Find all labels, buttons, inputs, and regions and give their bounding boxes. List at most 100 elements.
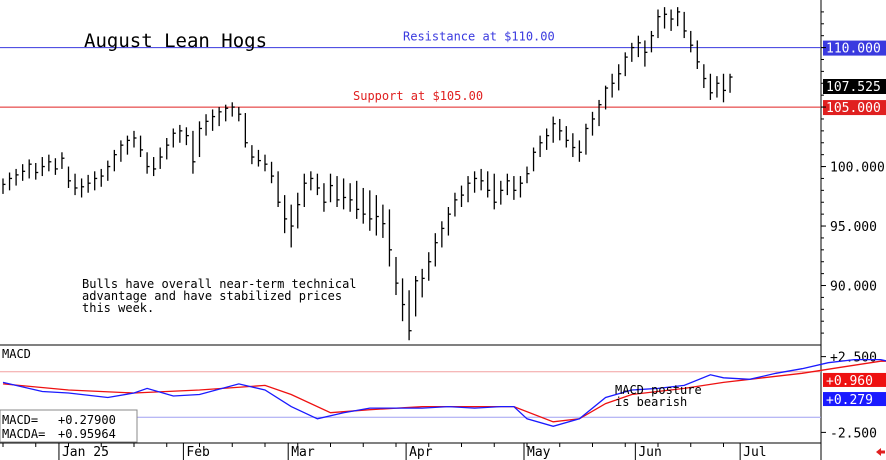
price-bar <box>729 73 733 93</box>
price-tick-label: 95.000 <box>830 220 877 235</box>
price-bar <box>598 99 602 127</box>
price-bar <box>591 111 595 136</box>
price-bar <box>546 128 550 150</box>
price-bar <box>48 154 52 172</box>
macda-axis-box <box>823 372 886 387</box>
month-tick-label: Jul <box>743 445 766 460</box>
price-bar <box>650 30 654 53</box>
price-tick-labels: 100.000 95.000 90.000 <box>821 11 885 334</box>
price-bar <box>54 158 58 175</box>
price-bar <box>356 180 360 219</box>
price-bar <box>342 178 347 210</box>
price-bar <box>447 207 451 236</box>
price-bar <box>677 7 681 27</box>
price-bar <box>604 85 609 110</box>
price-bar <box>87 174 91 193</box>
price-bar <box>244 113 248 148</box>
price-bar <box>572 133 576 158</box>
price-bar <box>722 73 726 103</box>
price-bar <box>657 9 661 39</box>
price-bar <box>192 130 196 174</box>
price-bar <box>28 159 32 179</box>
macd-panel-label: MACD <box>2 347 31 361</box>
price-bar <box>382 204 386 238</box>
price-bar <box>21 164 26 181</box>
price-bar <box>637 35 641 58</box>
price-bar <box>166 138 170 160</box>
reference-axis-box <box>823 40 886 56</box>
price-bar <box>487 171 491 198</box>
price-bar <box>526 166 530 184</box>
price-bar <box>113 149 117 172</box>
price-bar <box>270 161 275 184</box>
reference-axis-label: 110.000 <box>826 42 881 57</box>
last-price-box <box>823 79 886 94</box>
price-bar <box>421 268 425 298</box>
macda-value-name: MACDA= <box>2 427 45 441</box>
price-bar <box>401 278 406 322</box>
price-bar <box>473 171 478 193</box>
price-bar <box>690 30 694 53</box>
price-bar <box>414 276 419 317</box>
price-bar <box>198 121 202 158</box>
price-bar <box>644 40 648 67</box>
price-bar <box>703 64 707 89</box>
price-bar <box>100 168 104 187</box>
macd-tick-label: +2.500 <box>830 351 877 366</box>
macda-value: +0.95964 <box>58 427 116 441</box>
price-bar <box>211 109 216 131</box>
macd-series-line <box>2 358 886 427</box>
price-bar <box>670 9 674 31</box>
reference-axis-label: 105.000 <box>826 101 881 116</box>
price-bar <box>460 185 464 207</box>
price-bar <box>323 183 327 212</box>
annotation-line: this week. <box>82 301 154 315</box>
month-tick-label: Feb <box>186 445 210 460</box>
chart-annotation: Bulls have overall near-term technicalad… <box>82 277 357 315</box>
price-bar <box>480 168 484 191</box>
price-bar <box>369 190 373 231</box>
price-bar <box>519 176 523 198</box>
scroll-left-arrow-icon[interactable] <box>876 448 885 456</box>
macda-axis-label: +0.960 <box>826 374 873 389</box>
price-bar <box>303 173 307 207</box>
chart-title: August Lean Hogs <box>84 30 267 52</box>
price-bar <box>611 73 615 98</box>
price-bar <box>493 173 497 210</box>
price-bar <box>362 187 366 224</box>
price-bar <box>2 178 6 194</box>
month-tick-label: Jun <box>638 445 661 460</box>
month-tick-label: Jan 25 <box>62 445 109 460</box>
price-bar <box>133 130 137 148</box>
price-bar <box>709 73 713 100</box>
price-bar <box>506 173 510 196</box>
month-tick-labels: Jan 25 Feb Mar Apr May Jun Jul <box>2 443 767 460</box>
price-bars <box>2 7 733 341</box>
price-bar <box>388 209 392 267</box>
price-bar <box>67 166 71 188</box>
price-bar <box>618 64 622 91</box>
price-bar <box>205 114 209 136</box>
price-bar <box>310 171 314 191</box>
macd-annotation-line: MACD posture <box>615 383 702 397</box>
price-bar <box>139 135 144 158</box>
price-bar <box>395 256 399 296</box>
price-bar <box>8 172 13 191</box>
price-bar <box>578 140 582 162</box>
month-tick-label: Apr <box>409 445 433 460</box>
price-bar <box>585 123 589 155</box>
price-bar <box>500 180 504 205</box>
price-bar <box>218 107 222 127</box>
price-bar <box>696 40 700 69</box>
price-bar <box>297 192 301 229</box>
price-bar <box>277 171 281 207</box>
price-bar <box>225 104 229 122</box>
price-bar <box>513 176 517 200</box>
reference-axis-box <box>823 100 886 116</box>
price-bar <box>441 221 445 248</box>
price-bar <box>663 7 668 29</box>
